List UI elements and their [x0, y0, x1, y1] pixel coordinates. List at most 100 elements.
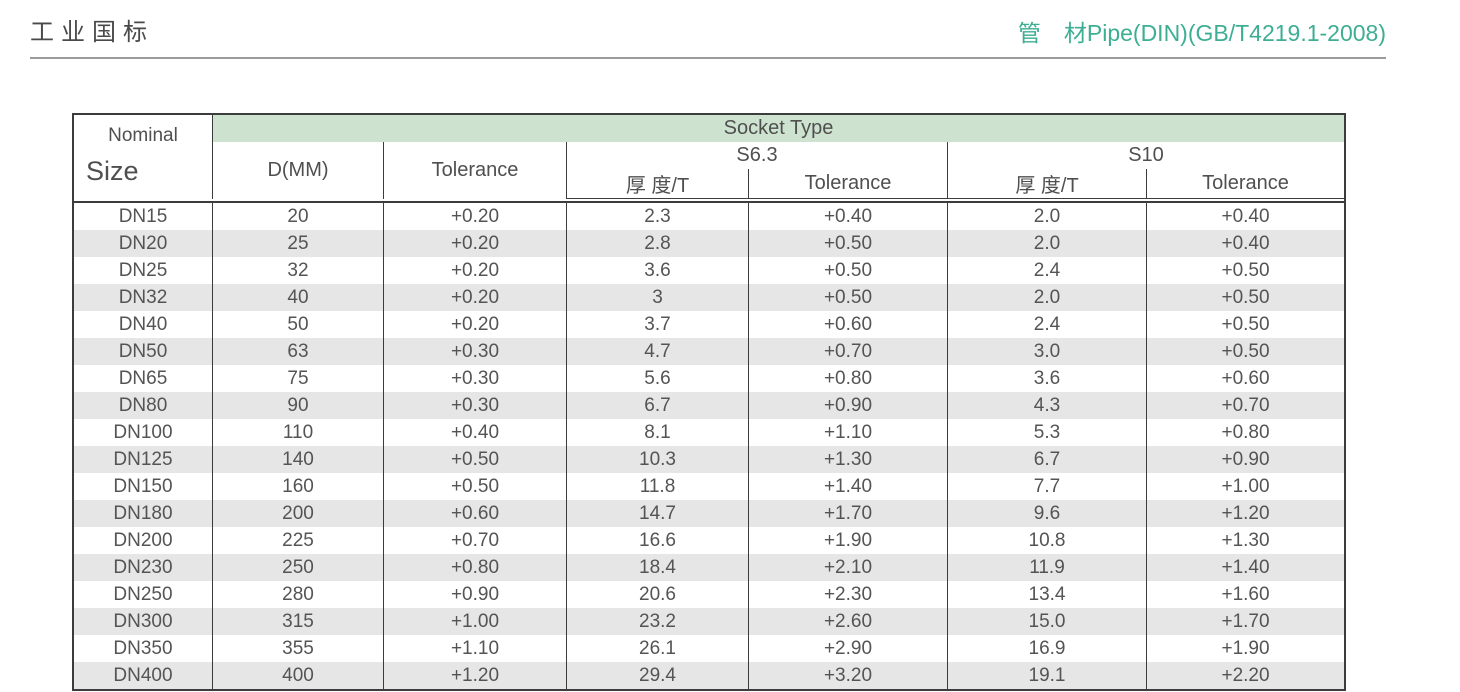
table-cell: +1.20 [384, 662, 567, 689]
table-row: DN100 110 +0.40 8.1 +1.10 5.3 +0.80 [74, 419, 1345, 446]
table-cell: DN20 [74, 230, 213, 257]
table-cell: DN350 [74, 635, 213, 662]
s10-thickness-header: 厚 度/T [948, 169, 1147, 199]
table-cell: 40 [213, 284, 384, 311]
header-divider [30, 57, 1386, 59]
table-cell: 2.0 [948, 230, 1147, 257]
table-cell: DN65 [74, 365, 213, 392]
table-cell: 2.0 [948, 284, 1147, 311]
table-cell: +0.40 [1221, 205, 1270, 227]
table-cell: 2.3 [567, 203, 749, 230]
page-header: 工业国标 管 材Pipe(DIN)(GB/T4219.1-2008) [30, 12, 1386, 48]
table-cell: DN230 [74, 554, 213, 581]
table-cell: +0.80 [384, 554, 567, 581]
table-cell: +2.30 [749, 581, 948, 608]
nominal-label: Nominal [108, 125, 178, 146]
table-row: DN350 355 +1.10 26.1 +2.90 16.9 +1.90 [74, 635, 1345, 662]
table-cell: +0.80 [1221, 421, 1270, 443]
socket-type-header: Socket Type [213, 115, 1345, 142]
table-row: DN300 315 +1.00 23.2 +2.60 15.0 +1.70 [74, 608, 1345, 635]
table-cell: 3.6 [567, 257, 749, 284]
table-cell: +1.40 [1221, 556, 1270, 578]
table-cell: +0.30 [384, 365, 567, 392]
table-cell: +0.30 [384, 338, 567, 365]
table-cell: DN200 [74, 527, 213, 554]
table-cell: 7.7 [948, 473, 1147, 500]
table-cell: 225 [213, 527, 384, 554]
table-cell: 4.7 [567, 338, 749, 365]
table-cell: 50 [213, 311, 384, 338]
table-cell: 25 [213, 230, 384, 257]
table-cell: +0.20 [384, 203, 567, 230]
table-row: DN50 63 +0.30 4.7 +0.70 3.0 +0.50 [74, 338, 1345, 365]
table-cell: 15.0 [948, 608, 1147, 635]
table-cell: +2.20 [1221, 664, 1270, 686]
s63-tolerance-header: Tolerance [749, 169, 948, 199]
table-cell: 10.3 [567, 446, 749, 473]
table-cell: +0.70 [749, 338, 948, 365]
table-cell: +0.50 [749, 284, 948, 311]
table-cell: DN180 [74, 500, 213, 527]
pipe-spec-table-wrap: Nominal Size Socket Type D(MM) Tolerance… [72, 113, 1347, 691]
table-row: DN20 25 +0.20 2.8 +0.50 2.0 +0.40 [74, 230, 1345, 257]
table-row: DN32 40 +0.20 3 +0.50 2.0 +0.50 [74, 284, 1345, 311]
table-cell: 11.8 [567, 473, 749, 500]
table-cell: +0.20 [384, 230, 567, 257]
table-cell: 9.6 [948, 500, 1147, 527]
table-cell: +2.60 [749, 608, 948, 635]
nominal-size-header: Nominal Size [74, 115, 213, 199]
table-cell: 5.3 [948, 419, 1147, 446]
table-cell: +0.60 [1221, 367, 1270, 389]
table-cell: 110 [213, 419, 384, 446]
table-cell: +3.20 [749, 662, 948, 689]
table-cell: +0.90 [749, 392, 948, 419]
table-cell: 16.6 [567, 527, 749, 554]
size-label: Size [86, 156, 139, 186]
table-cell: 8.1 [567, 419, 749, 446]
table-cell: 200 [213, 500, 384, 527]
table-cell: 75 [213, 365, 384, 392]
table-cell: DN40 [74, 311, 213, 338]
table-cell: 10.8 [948, 527, 1147, 554]
s63-thickness-header: 厚 度/T [567, 169, 749, 199]
table-cell: 20 [213, 203, 384, 230]
table-cell: +1.30 [749, 446, 948, 473]
table-cell: +0.70 [384, 527, 567, 554]
table-cell: DN25 [74, 257, 213, 284]
table-cell: +0.20 [384, 257, 567, 284]
pipe-spec-table: Nominal Size Socket Type D(MM) Tolerance… [72, 113, 1347, 691]
table-row: DN25 32 +0.20 3.6 +0.50 2.4 +0.50 [74, 257, 1345, 284]
table-cell: +0.50 [384, 446, 567, 473]
table-cell: 355 [213, 635, 384, 662]
table-row: DN230 250 +0.80 18.4 +2.10 11.9 +1.40 [74, 554, 1345, 581]
table-cell: 6.7 [948, 446, 1147, 473]
table-cell: DN400 [74, 662, 213, 689]
table-cell: DN80 [74, 392, 213, 419]
table-cell: 250 [213, 554, 384, 581]
table-cell: +0.50 [749, 230, 948, 257]
table-cell: 4.3 [948, 392, 1147, 419]
table-cell: 23.2 [567, 608, 749, 635]
table-cell: DN150 [74, 473, 213, 500]
table-cell: 13.4 [948, 581, 1147, 608]
table-cell: DN250 [74, 581, 213, 608]
d-tolerance-header: Tolerance [384, 142, 567, 199]
table-cell: +0.50 [1221, 313, 1270, 335]
table-cell: 90 [213, 392, 384, 419]
table-cell: 5.6 [567, 365, 749, 392]
table-row: DN65 75 +0.30 5.6 +0.80 3.6 +0.60 [74, 365, 1345, 392]
table-cell: +0.60 [749, 311, 948, 338]
s10-header: S10 [1128, 144, 1164, 166]
table-cell: 18.4 [567, 554, 749, 581]
table-cell: 32 [213, 257, 384, 284]
table-row: DN400 400 +1.20 29.4 +3.20 19.1 +2.20 [74, 662, 1345, 689]
table-cell: +0.40 [749, 203, 948, 230]
table-cell: 16.9 [948, 635, 1147, 662]
table-cell: +0.50 [749, 257, 948, 284]
table-row: DN200 225 +0.70 16.6 +1.90 10.8 +1.30 [74, 527, 1345, 554]
table-cell: 26.1 [567, 635, 749, 662]
table-cell: +0.50 [1221, 259, 1270, 281]
table-cell: 11.9 [948, 554, 1147, 581]
table-cell: +1.90 [749, 527, 948, 554]
header-body-divider [74, 199, 1345, 203]
